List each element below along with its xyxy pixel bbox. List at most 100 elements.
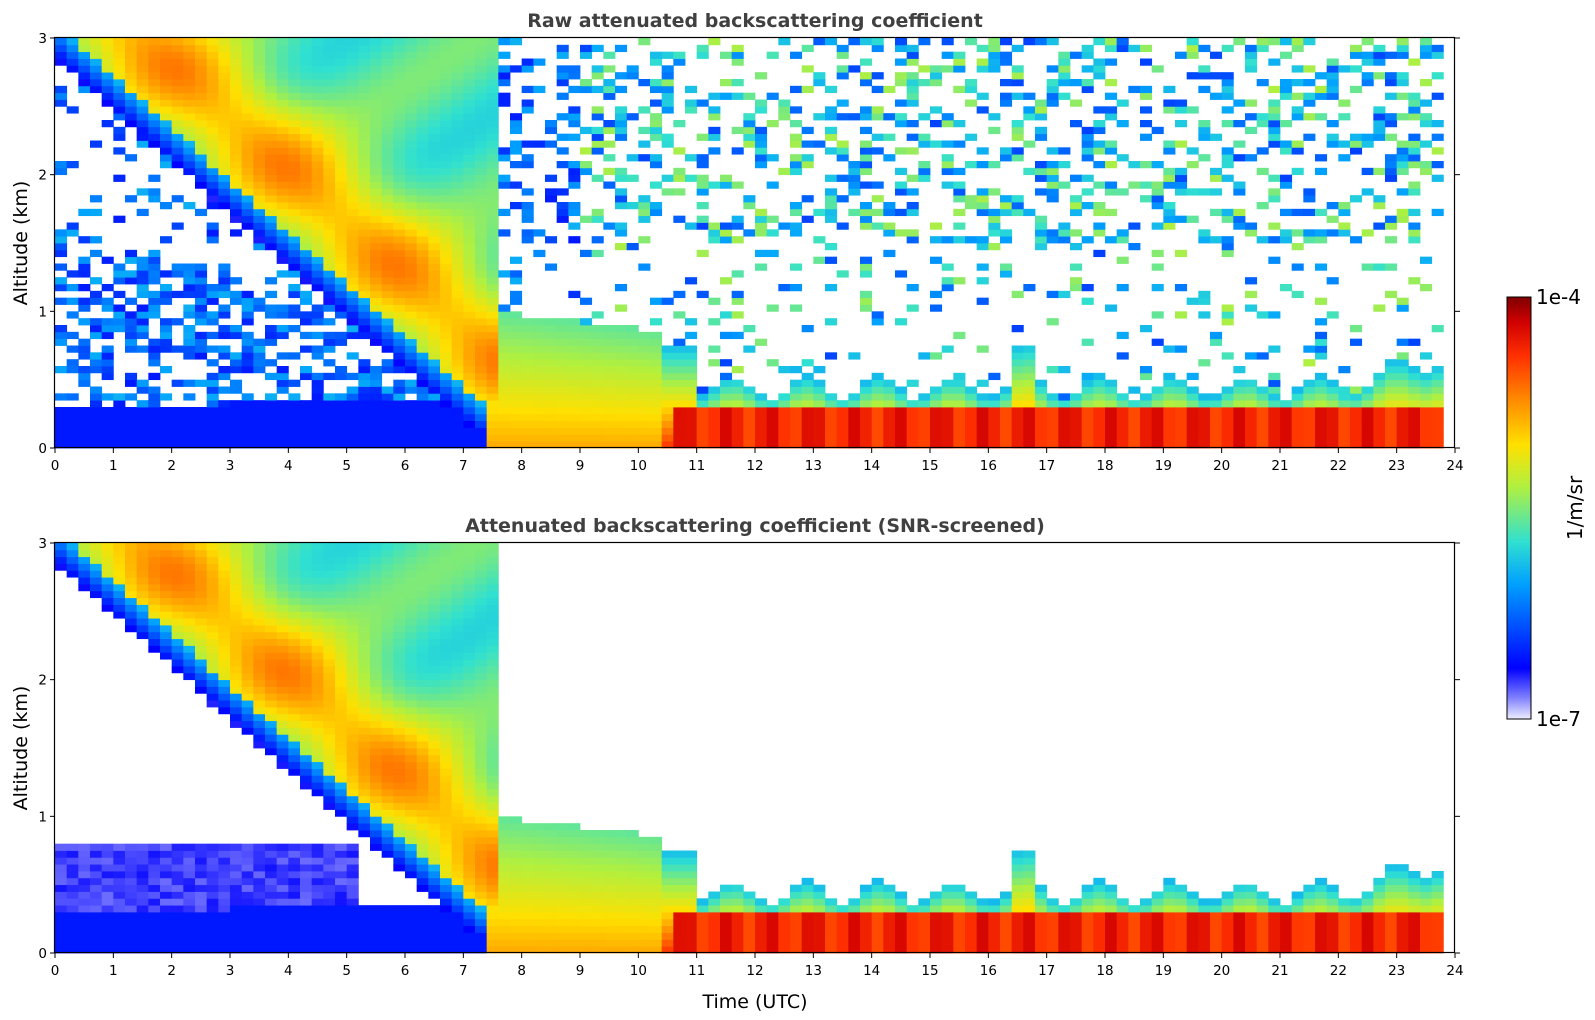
heatmap-cell: [1011, 92, 1024, 100]
heatmap-cell: [1035, 420, 1048, 428]
heatmap-cell: [55, 229, 68, 237]
heatmap-cell: [253, 850, 266, 858]
heatmap-cell: [393, 277, 406, 285]
heatmap-cell: [510, 338, 523, 346]
heatmap-cell: [323, 912, 336, 920]
heatmap-cell: [638, 434, 651, 442]
heatmap-cell: [1268, 140, 1281, 148]
heatmap-cell: [218, 618, 231, 626]
heatmap-cell: [1326, 311, 1339, 319]
heatmap-cell: [930, 106, 943, 114]
heatmap-cell: [615, 222, 628, 230]
heatmap-cell: [766, 400, 779, 408]
heatmap-cell: [1128, 386, 1141, 394]
heatmap-cell: [1116, 120, 1129, 128]
heatmap-cell: [1221, 434, 1234, 442]
heatmap-cell: [358, 290, 371, 299]
heatmap-cell: [136, 113, 149, 121]
heatmap-cell: [323, 140, 336, 148]
heatmap-cell: [1361, 420, 1374, 428]
heatmap-cell: [230, 884, 243, 892]
heatmap-cell: [288, 645, 301, 653]
heatmap-cell: [883, 222, 896, 230]
heatmap-cell: [1151, 284, 1164, 292]
heatmap-cell: [230, 72, 243, 80]
heatmap-cell: [370, 338, 383, 346]
heatmap-cell: [976, 44, 989, 53]
heatmap-cell: [580, 359, 593, 367]
heatmap-cell: [265, 79, 278, 87]
heatmap-cell: [125, 99, 138, 107]
heatmap-cell: [288, 120, 301, 128]
heatmap-cell: [1431, 420, 1444, 428]
heatmap-cell: [930, 236, 943, 244]
heatmap-cell: [1210, 92, 1223, 100]
heatmap-cell: [790, 85, 803, 94]
heatmap-cell: [638, 79, 651, 87]
heatmap-cell: [346, 99, 359, 107]
heatmap-cell: [1011, 400, 1024, 408]
heatmap-cell: [405, 215, 418, 223]
heatmap-cell: [626, 393, 639, 401]
heatmap-cell: [871, 400, 884, 408]
heatmap-cell: [241, 413, 254, 422]
heatmap-cell: [801, 441, 814, 449]
heatmap-cell: [1011, 120, 1024, 128]
heatmap-cell: [346, 79, 359, 87]
heatmap-cell: [650, 181, 663, 189]
heatmap-cell: [580, 407, 593, 415]
heatmap-cell: [276, 713, 289, 722]
heatmap-cell: [825, 202, 838, 210]
heatmap-cell: [486, 372, 499, 381]
heatmap-cell: [206, 290, 219, 299]
heatmap-cell: [638, 413, 651, 422]
heatmap-cell: [125, 884, 138, 892]
heatmap-cell: [953, 277, 966, 285]
heatmap-cell: [510, 427, 523, 435]
heatmap-cell: [906, 120, 919, 128]
heatmap-cell: [568, 420, 581, 428]
heatmap-cell: [661, 386, 674, 394]
heatmap-cell: [195, 133, 208, 141]
heatmap-cell: [451, 99, 464, 107]
heatmap-cell: [335, 857, 348, 865]
heatmap-cell: [311, 720, 324, 728]
heatmap-cell: [136, 604, 149, 612]
heatmap-cell: [533, 58, 546, 66]
heatmap-cell: [253, 543, 266, 551]
heatmap-cell: [615, 284, 628, 292]
heatmap-cell: [1396, 79, 1409, 87]
heatmap-cell: [230, 590, 243, 599]
heatmap-cell: [323, 393, 336, 401]
heatmap-cell: [323, 243, 336, 251]
heatmap-cell: [720, 277, 733, 285]
heatmap-cell: [1256, 386, 1269, 394]
heatmap-cell: [335, 215, 348, 223]
heatmap-cell: [195, 140, 208, 148]
heatmap-cell: [743, 202, 756, 210]
heatmap-cell: [836, 113, 849, 121]
heatmap-cell: [218, 939, 231, 947]
heatmap-cell: [253, 133, 266, 141]
heatmap-cell: [276, 236, 289, 244]
heatmap-cell: [451, 400, 464, 408]
heatmap-cell: [230, 672, 243, 681]
heatmap-cell: [183, 99, 196, 107]
heatmap-cell: [1163, 441, 1176, 449]
heatmap-cell: [416, 386, 429, 394]
heatmap-cell: [393, 284, 406, 292]
heatmap-cell: [323, 748, 336, 756]
heatmap-cell: [440, 256, 453, 264]
heatmap-cell: [1116, 188, 1129, 196]
heatmap-cell: [1081, 174, 1094, 182]
heatmap-cell: [1280, 420, 1293, 428]
heatmap-cell: [836, 51, 849, 59]
heatmap-cell: [603, 181, 616, 189]
heatmap-cell: [230, 51, 243, 59]
heatmap-cell: [346, 823, 359, 831]
heatmap-cell: [988, 44, 1001, 53]
heatmap-cell: [521, 359, 534, 367]
heatmap-cell: [148, 72, 161, 80]
heatmap-cell: [1023, 366, 1036, 374]
heatmap-cell: [311, 400, 324, 408]
